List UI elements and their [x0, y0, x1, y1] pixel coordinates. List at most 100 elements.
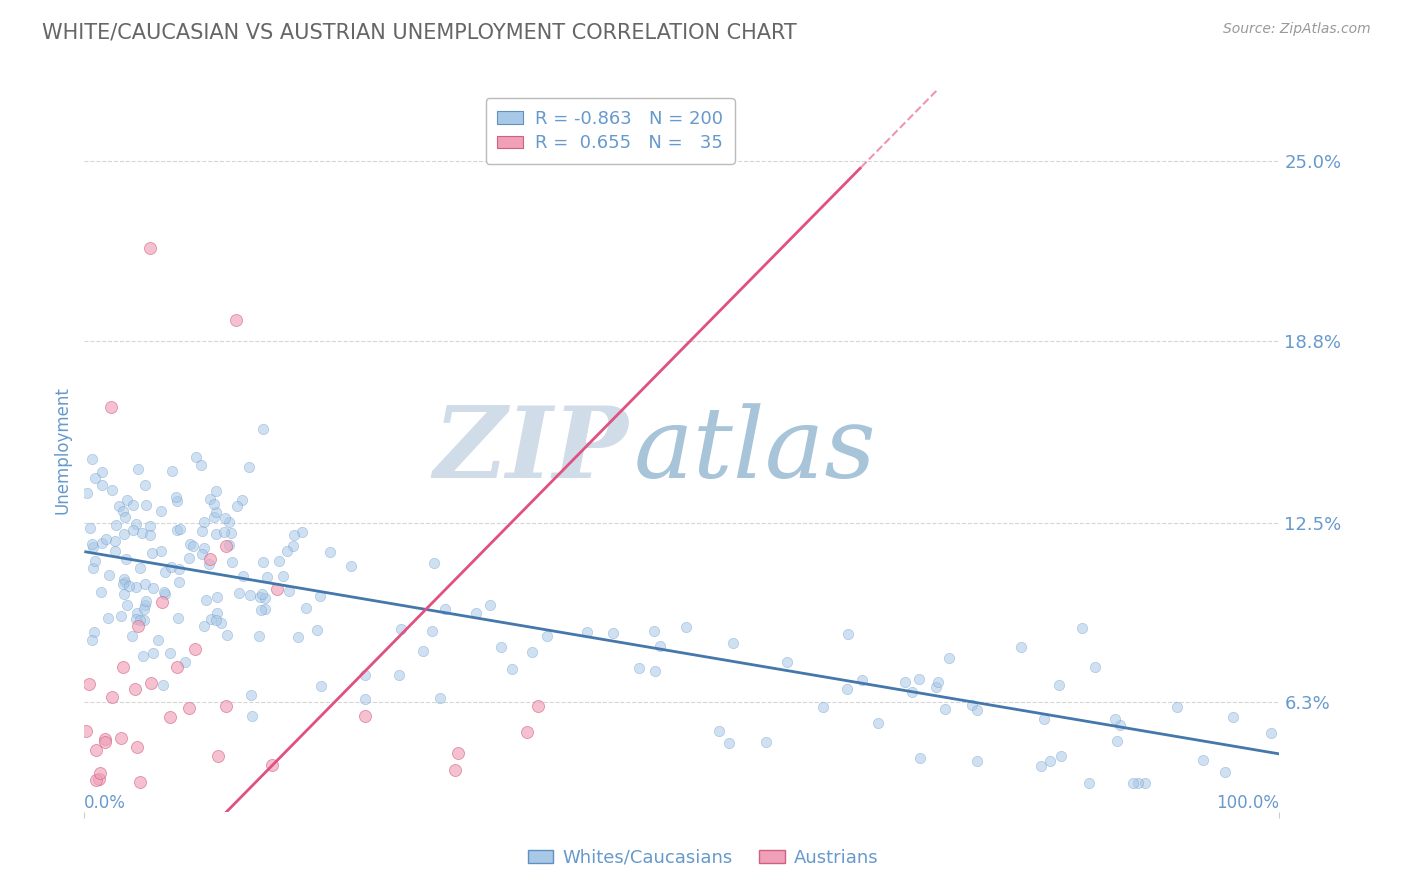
Point	[1010, 640, 1032, 654]
Point	[966, 703, 988, 717]
Point	[90, 466, 112, 480]
Point	[1166, 700, 1188, 714]
Point	[159, 709, 181, 723]
Point	[108, 500, 131, 514]
Point	[121, 629, 143, 643]
Point	[1084, 660, 1107, 674]
Point	[269, 554, 291, 568]
Point	[177, 551, 200, 566]
Point	[1049, 678, 1071, 692]
Point	[83, 624, 105, 639]
Point	[114, 575, 136, 590]
Point	[82, 537, 104, 551]
Point	[464, 606, 486, 620]
Point	[84, 471, 107, 485]
Point	[1033, 712, 1056, 726]
Point	[190, 524, 212, 538]
Point	[225, 313, 247, 327]
Point	[256, 569, 278, 583]
Y-axis label: Unemployment: Unemployment	[53, 386, 72, 515]
Point	[75, 724, 97, 739]
Point	[478, 599, 501, 613]
Point	[755, 735, 778, 749]
Point	[837, 681, 859, 696]
Point	[232, 569, 254, 583]
Point	[173, 655, 195, 669]
Point	[134, 477, 156, 491]
Point	[153, 565, 176, 579]
Point	[139, 676, 162, 690]
Point	[114, 527, 136, 541]
Point	[135, 593, 157, 607]
Point	[80, 633, 103, 648]
Point	[938, 651, 960, 665]
Point	[150, 544, 173, 558]
Point	[212, 524, 235, 539]
Point	[225, 499, 247, 513]
Point	[240, 688, 263, 702]
Point	[215, 699, 238, 714]
Point	[202, 497, 225, 511]
Point	[191, 547, 214, 561]
Point	[309, 589, 332, 603]
Point	[1105, 734, 1128, 748]
Point	[125, 516, 148, 531]
Point	[111, 504, 134, 518]
Point	[851, 673, 873, 688]
Point	[152, 678, 174, 692]
Point	[252, 422, 274, 436]
Point	[602, 625, 624, 640]
Point	[215, 628, 238, 642]
Point	[239, 588, 262, 602]
Point	[128, 613, 150, 627]
Point	[90, 585, 112, 599]
Point	[273, 568, 295, 582]
Point	[91, 478, 114, 492]
Point	[894, 675, 917, 690]
Point	[94, 735, 117, 749]
Point	[195, 593, 218, 607]
Point	[927, 674, 949, 689]
Point	[433, 602, 456, 616]
Point	[148, 633, 170, 648]
Point	[181, 539, 204, 553]
Point	[82, 560, 104, 574]
Point	[238, 460, 260, 475]
Point	[193, 619, 215, 633]
Point	[179, 537, 201, 551]
Point	[112, 587, 135, 601]
Point	[142, 646, 165, 660]
Point	[114, 510, 136, 524]
Point	[104, 543, 127, 558]
Point	[149, 504, 172, 518]
Point	[489, 640, 512, 655]
Point	[353, 668, 375, 682]
Point	[252, 555, 274, 569]
Point	[339, 558, 361, 573]
Point	[82, 541, 104, 555]
Point	[77, 677, 100, 691]
Point	[134, 613, 156, 627]
Point	[112, 572, 135, 586]
Point	[214, 511, 236, 525]
Point	[202, 510, 225, 524]
Point	[354, 691, 377, 706]
Point	[934, 702, 956, 716]
Point	[139, 519, 162, 533]
Point	[200, 551, 222, 566]
Point	[1191, 753, 1213, 767]
Point	[101, 483, 124, 497]
Point	[675, 620, 697, 634]
Point	[278, 584, 301, 599]
Legend: Whites/Caucasians, Austrians: Whites/Caucasians, Austrians	[520, 842, 886, 874]
Point	[184, 450, 207, 465]
Point	[925, 680, 948, 694]
Point	[112, 659, 135, 673]
Point	[169, 575, 191, 590]
Point	[200, 611, 222, 625]
Point	[420, 624, 443, 639]
Point	[249, 590, 271, 604]
Point	[775, 655, 797, 669]
Point	[135, 498, 157, 512]
Point	[198, 557, 221, 571]
